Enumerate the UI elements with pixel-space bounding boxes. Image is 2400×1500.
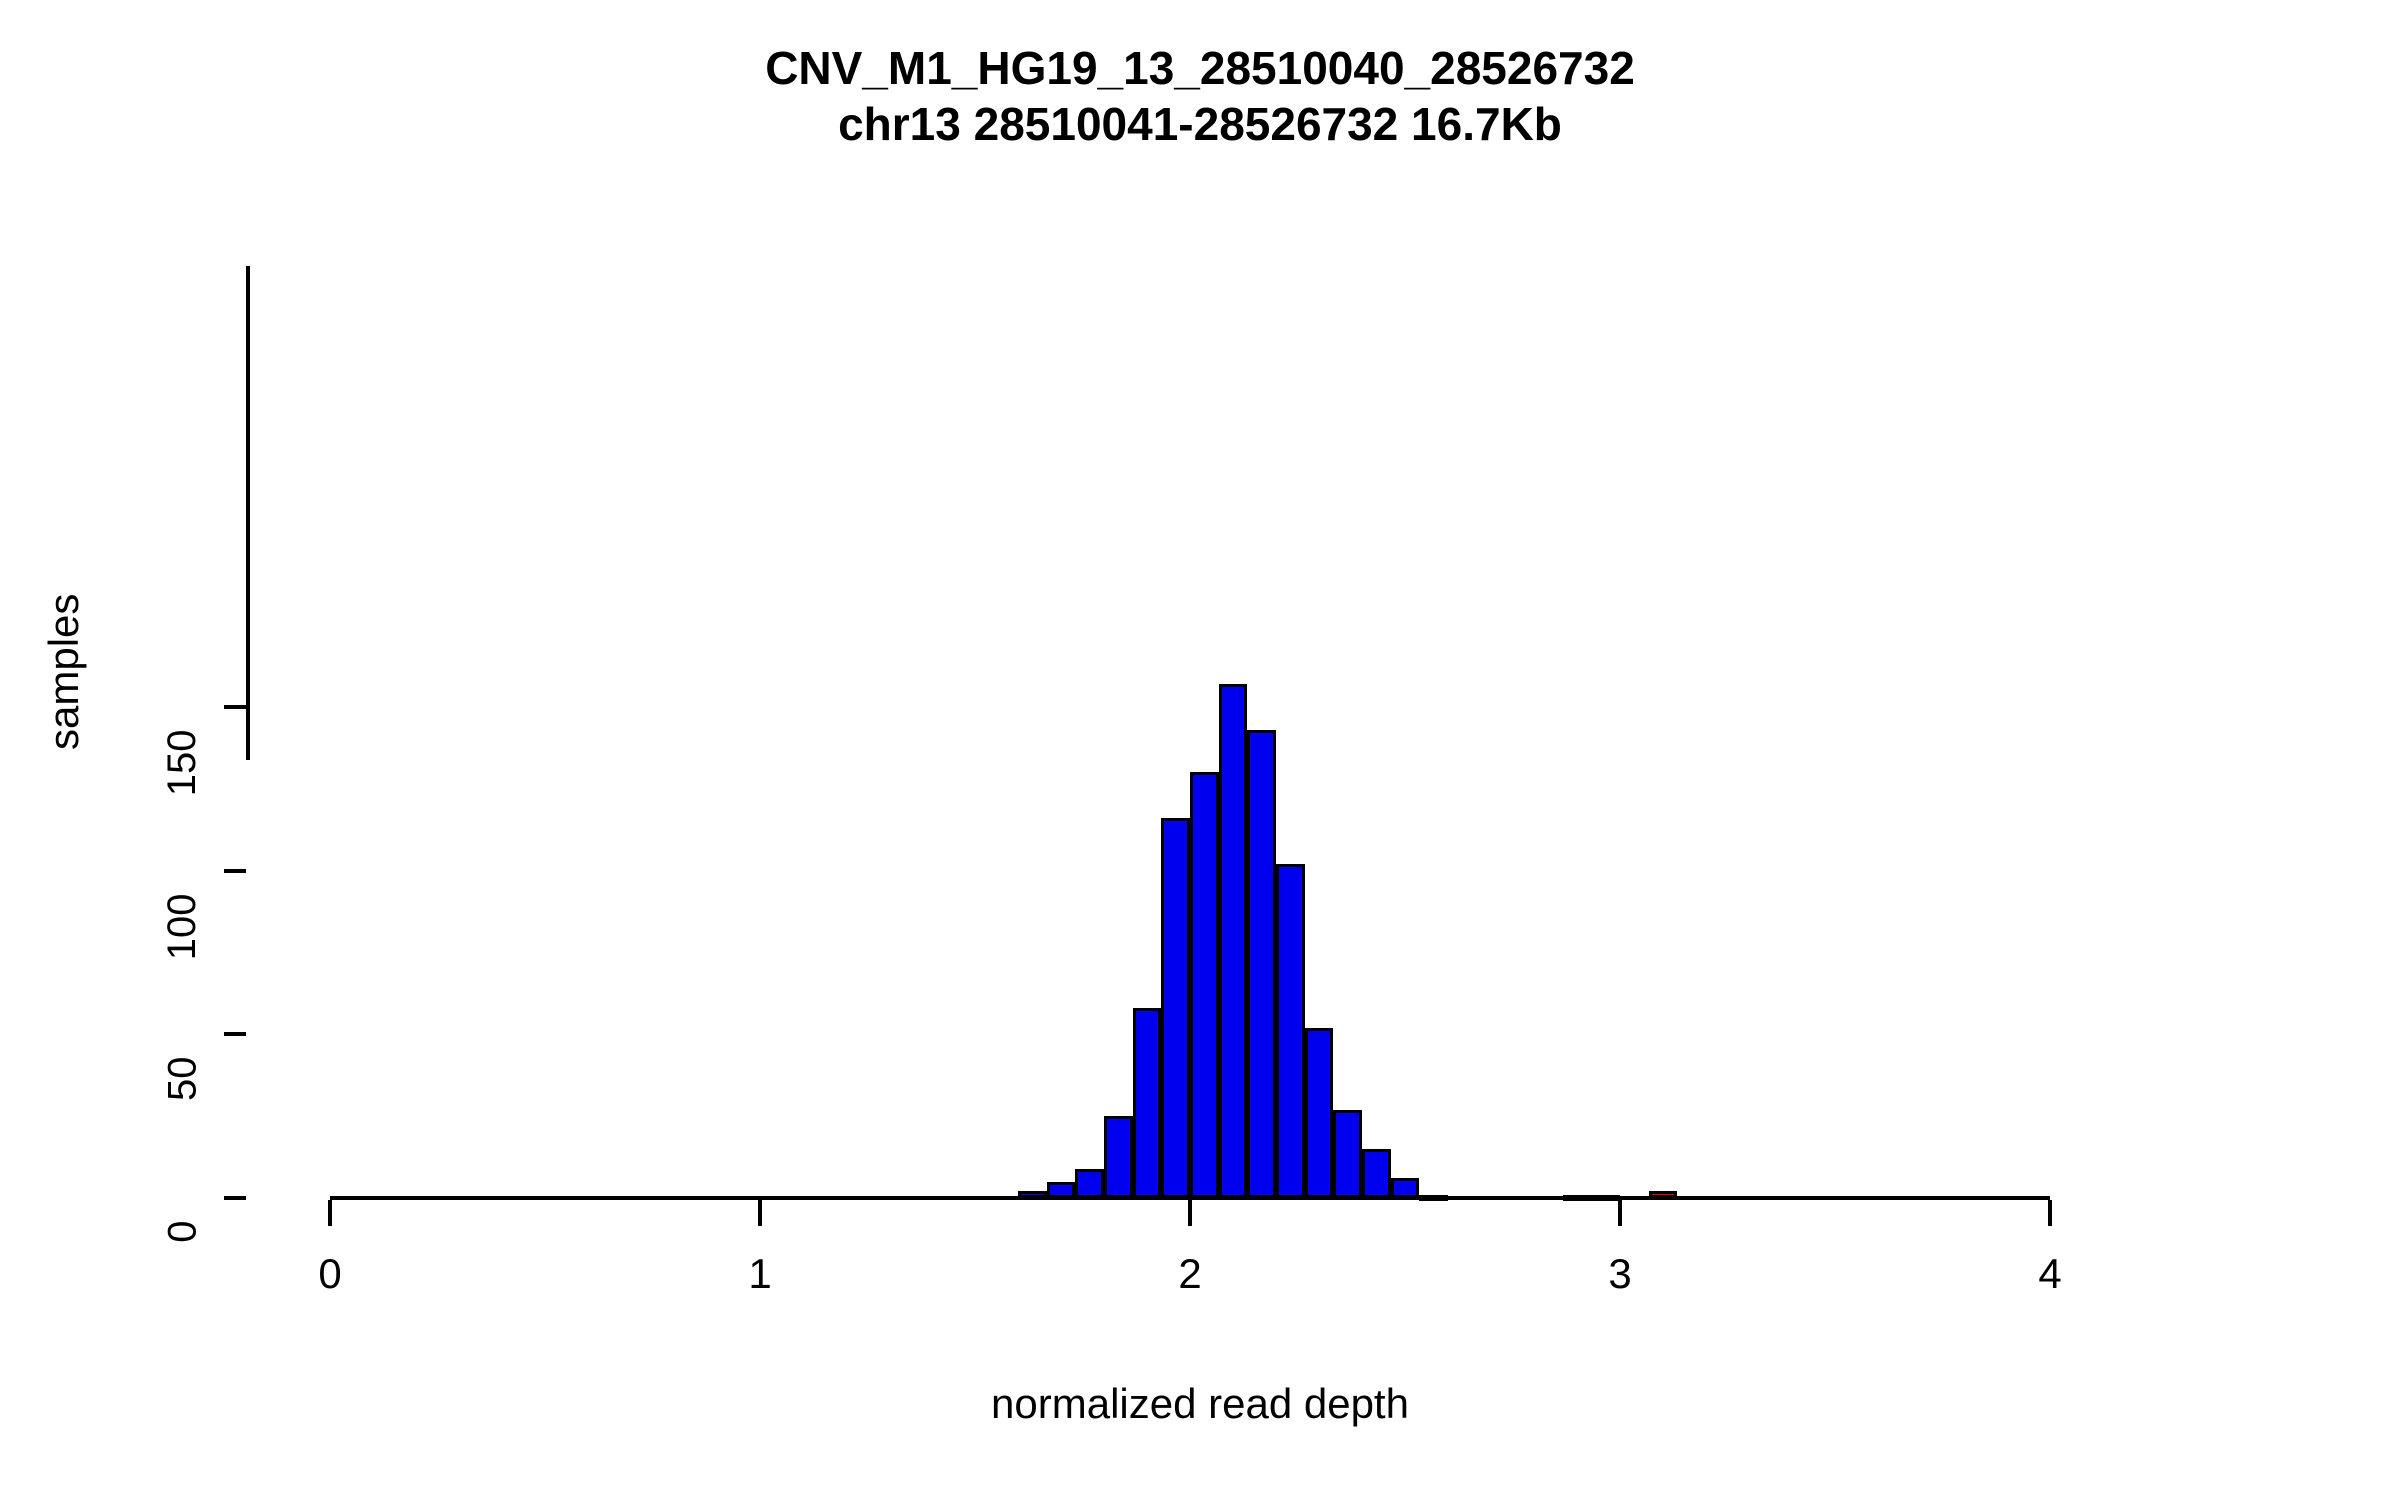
histogram-bar <box>1419 1194 1448 1201</box>
x-axis-tick <box>1188 1200 1192 1226</box>
histogram-bar <box>1390 1178 1420 1198</box>
y-axis-tick-label: 0 <box>160 1220 204 1243</box>
x-axis-line <box>330 1196 2050 1200</box>
histogram-bar <box>1104 1116 1133 1198</box>
histogram-bar <box>1562 1194 1592 1201</box>
y-axis-title: samples <box>40 593 87 750</box>
x-axis-tick-label: 1 <box>748 1250 772 1297</box>
x-axis-tick <box>328 1200 332 1226</box>
chart-title-line-1: CNV_M1_HG19_13_28510040_28526732 <box>765 42 1635 94</box>
histogram-bar <box>1132 1008 1162 1198</box>
y-axis-tick <box>224 1032 246 1037</box>
histogram-bar <box>1018 1191 1047 1198</box>
y-axis-tick <box>224 704 246 709</box>
histogram-bar <box>1247 729 1276 1198</box>
x-axis-tick <box>758 1200 762 1226</box>
histogram-bar <box>1075 1168 1104 1198</box>
x-axis-tick-label: 4 <box>2038 1250 2062 1297</box>
histogram-bar <box>1362 1148 1391 1198</box>
histogram-bar <box>1333 1109 1362 1198</box>
y-axis-tick-label: 50 <box>160 1056 204 1102</box>
y-axis-tick-label: 150 <box>160 729 204 797</box>
histogram-bar <box>1161 818 1190 1198</box>
x-axis-tick-label: 2 <box>1178 1250 1202 1297</box>
histogram-bar <box>1218 683 1248 1198</box>
histogram-bar <box>1304 1027 1334 1198</box>
histogram-bar <box>1591 1194 1620 1201</box>
y-axis-line <box>246 266 250 760</box>
x-axis-tick-label: 3 <box>1608 1250 1632 1297</box>
chart-title-line-2: chr13 28510041-28526732 16.7Kb <box>838 98 1562 151</box>
chart-title: CNV_M1_HG19_13_28510040_28526732 chr13 2… <box>0 40 2400 152</box>
x-axis-title: normalized read depth <box>991 1380 1409 1427</box>
x-axis-tick <box>1618 1200 1622 1226</box>
histogram-bar <box>1190 772 1219 1198</box>
x-axis-tick-label: 0 <box>318 1250 342 1297</box>
x-axis-tick <box>2048 1200 2052 1226</box>
y-axis-tick-label: 100 <box>160 893 204 960</box>
histogram-bar <box>1276 864 1305 1198</box>
y-axis-tick <box>224 868 246 873</box>
histogram-bar <box>1648 1191 1678 1198</box>
histogram-bar <box>1046 1181 1076 1198</box>
y-axis-tick <box>224 1196 246 1200</box>
